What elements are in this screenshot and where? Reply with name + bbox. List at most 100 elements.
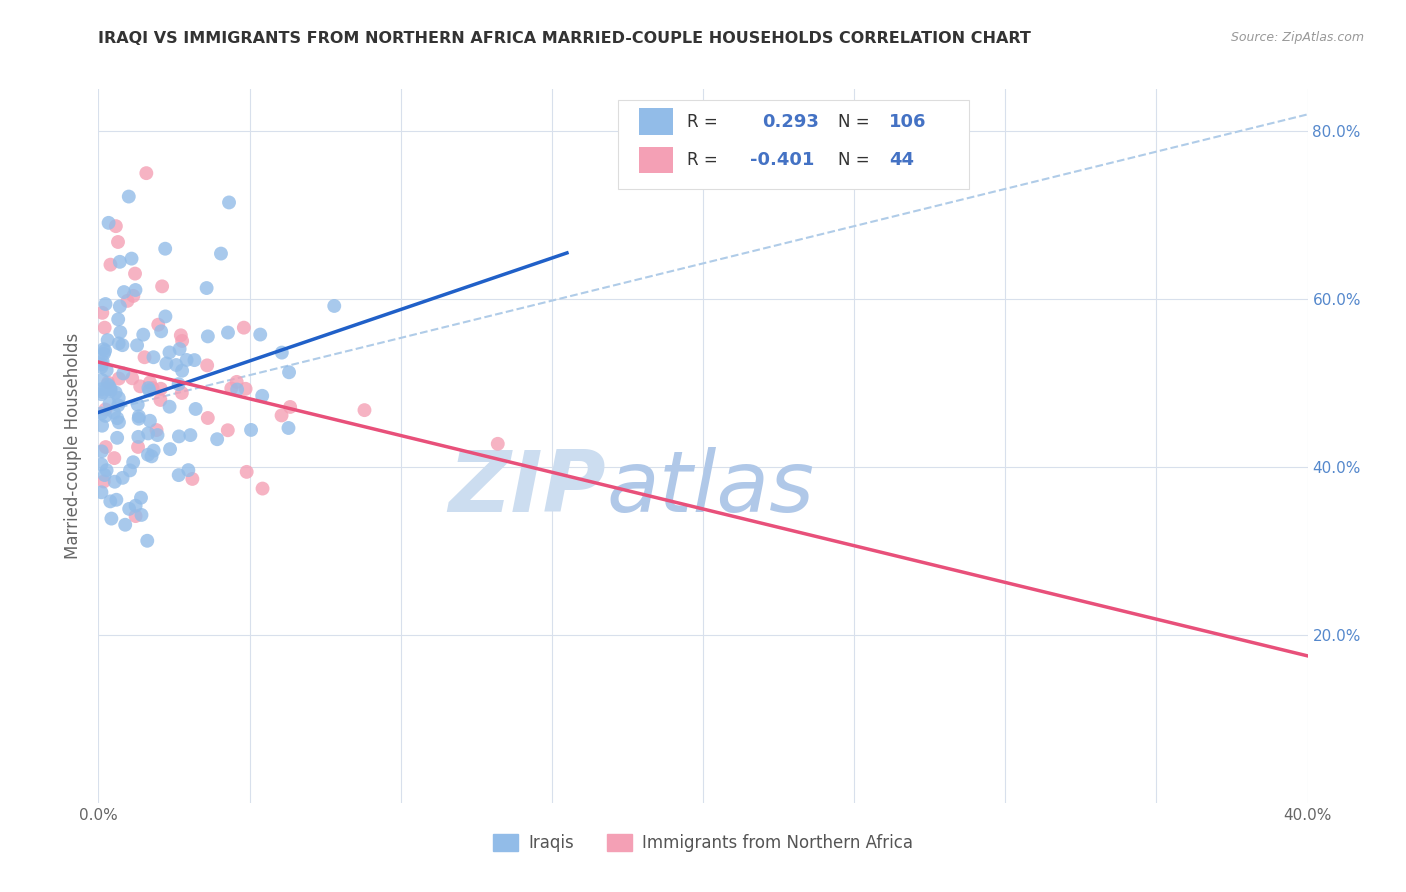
Point — [117, 293, 139, 308]
Y-axis label: Married-couple Households: Married-couple Households — [65, 333, 83, 559]
Point — [91, 306, 114, 320]
Point — [94, 343, 117, 358]
Point — [159, 345, 181, 359]
Point — [125, 338, 148, 352]
Point — [118, 463, 141, 477]
Point — [172, 364, 194, 378]
Point — [124, 283, 146, 297]
Point — [270, 345, 292, 359]
Text: 106: 106 — [889, 112, 927, 130]
Point — [107, 336, 129, 351]
Point — [159, 400, 181, 414]
Point — [167, 468, 190, 483]
Point — [121, 371, 143, 385]
Point — [270, 409, 292, 423]
Point — [90, 357, 112, 371]
Point — [277, 421, 299, 435]
Point — [127, 398, 149, 412]
Point — [98, 494, 121, 508]
Point — [252, 482, 274, 496]
Point — [97, 376, 120, 390]
Text: 0.293: 0.293 — [762, 112, 820, 130]
Point — [184, 401, 207, 416]
Point — [107, 391, 129, 405]
Point — [226, 383, 249, 397]
Point — [108, 299, 131, 313]
Point — [90, 387, 112, 401]
Point — [197, 411, 219, 425]
Point — [165, 358, 187, 372]
Point — [181, 472, 204, 486]
Point — [107, 235, 129, 249]
Point — [93, 343, 115, 357]
Bar — [638, 109, 673, 135]
Point — [103, 451, 125, 466]
Text: R =: R = — [688, 112, 728, 130]
Point — [124, 499, 146, 513]
Point — [139, 414, 162, 428]
Point — [122, 289, 145, 303]
Point — [250, 389, 273, 403]
Point — [278, 400, 301, 414]
Point — [235, 382, 257, 396]
Point — [142, 443, 165, 458]
Point — [169, 342, 191, 356]
FancyBboxPatch shape — [619, 100, 969, 189]
Point — [218, 195, 240, 210]
Point — [149, 392, 172, 407]
Point — [96, 463, 118, 477]
Point — [195, 359, 218, 373]
Point — [128, 409, 150, 424]
Text: ZIP: ZIP — [449, 447, 606, 531]
Point — [167, 429, 190, 443]
Point — [205, 432, 228, 446]
Point — [104, 475, 127, 489]
Point — [108, 371, 131, 385]
Point — [170, 386, 193, 401]
Point — [221, 381, 243, 395]
Point — [209, 246, 232, 260]
Point — [167, 377, 190, 392]
Point — [122, 455, 145, 469]
Point — [112, 285, 135, 299]
Point — [150, 324, 173, 338]
Point — [107, 398, 129, 412]
Point — [93, 320, 115, 334]
Point — [278, 365, 301, 379]
Point — [105, 431, 128, 445]
Point — [235, 465, 257, 479]
Point — [124, 509, 146, 524]
Point — [353, 403, 375, 417]
Point — [136, 426, 159, 441]
Point — [97, 333, 120, 347]
Point — [93, 475, 115, 489]
Text: 44: 44 — [889, 151, 914, 169]
Point — [150, 279, 173, 293]
Point — [111, 338, 134, 352]
Point — [155, 310, 177, 324]
Point — [97, 216, 120, 230]
Point — [225, 375, 247, 389]
Point — [148, 318, 170, 332]
Point — [132, 327, 155, 342]
Point — [197, 329, 219, 343]
Point — [146, 428, 169, 442]
Point — [98, 379, 121, 393]
Point — [135, 166, 157, 180]
Point — [486, 437, 509, 451]
Point — [121, 252, 143, 266]
Point — [90, 444, 112, 458]
Text: -0.401: -0.401 — [751, 151, 814, 169]
Point — [142, 381, 165, 395]
Point — [129, 491, 152, 505]
Point — [172, 334, 194, 348]
Point — [91, 385, 114, 400]
Point — [177, 463, 200, 477]
Point — [90, 382, 112, 396]
Point — [139, 376, 162, 390]
Point — [138, 384, 160, 398]
Point — [93, 347, 115, 361]
Point — [155, 357, 177, 371]
Point — [108, 415, 131, 429]
Point — [149, 382, 172, 396]
